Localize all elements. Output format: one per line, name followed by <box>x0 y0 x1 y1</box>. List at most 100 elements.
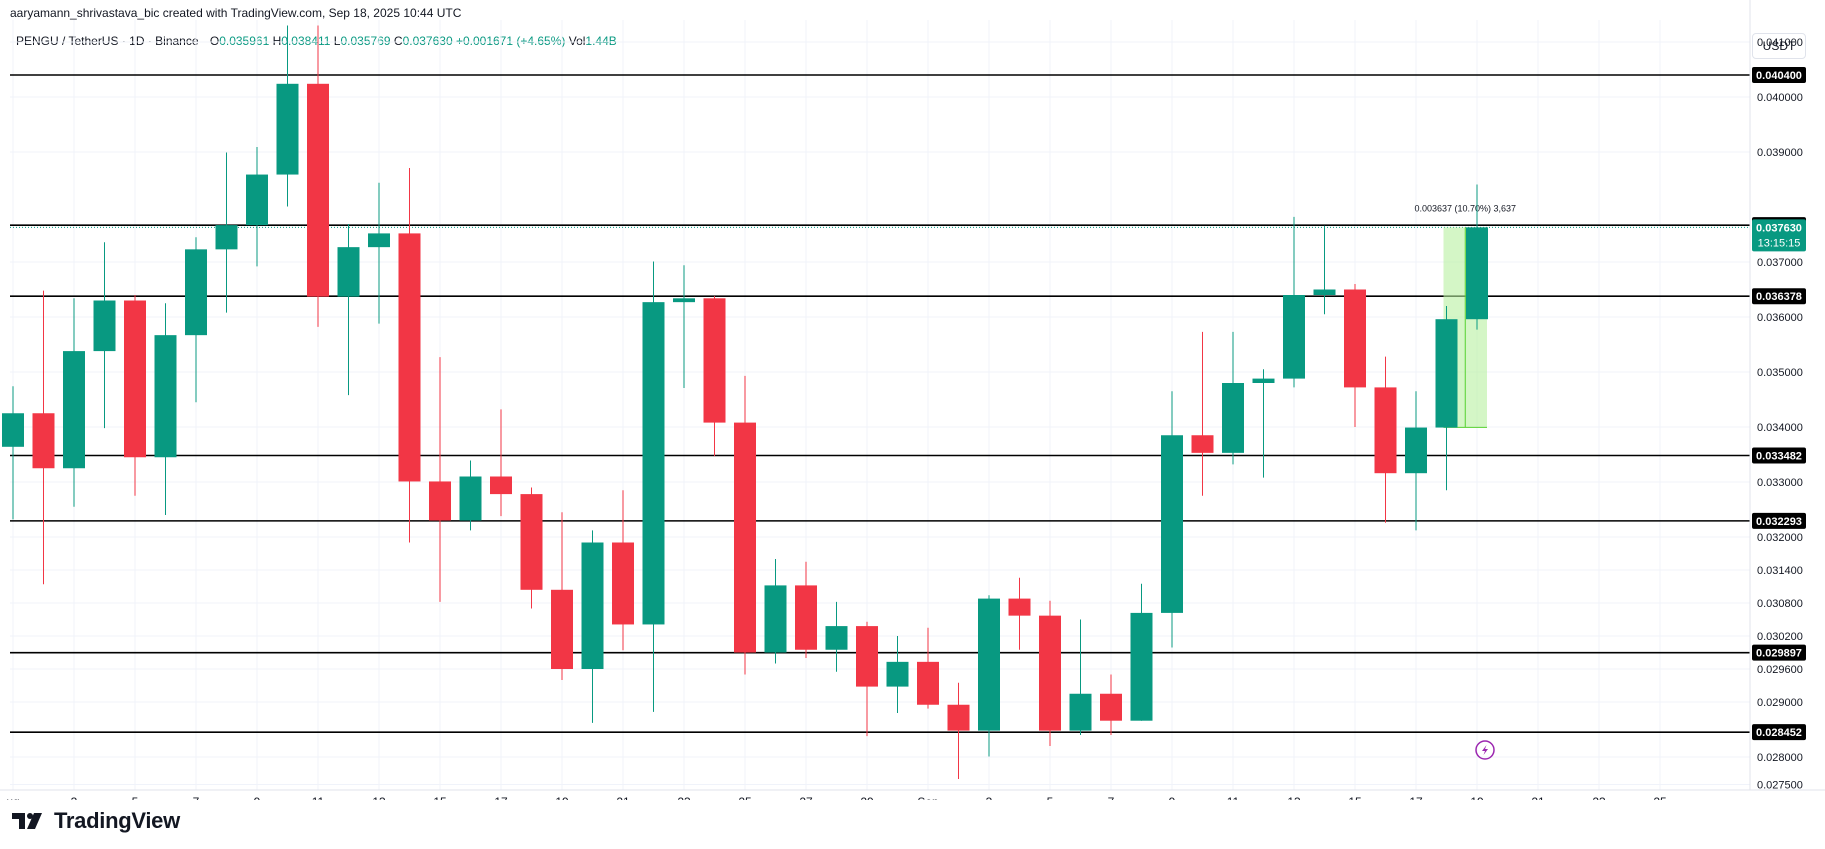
candle[interactable] <box>93 242 116 429</box>
candle-body <box>642 302 665 625</box>
y-tick-label: 0.032000 <box>1757 532 1803 544</box>
candle[interactable] <box>1039 600 1061 746</box>
x-tick-label: 19 <box>1470 795 1484 800</box>
candle[interactable] <box>642 261 665 712</box>
candle-body <box>1008 598 1031 616</box>
candle[interactable] <box>124 295 146 496</box>
brand-name: TradingView <box>54 808 180 833</box>
candle[interactable] <box>703 296 726 457</box>
x-tick-label: 9 <box>1169 795 1176 800</box>
candle[interactable] <box>32 290 55 585</box>
candle[interactable] <box>429 357 451 602</box>
symbol-name[interactable]: PENGU / TetherUS · 1D · Binance <box>16 34 199 48</box>
x-tick-label: Sep <box>917 795 939 800</box>
level-price-badge <box>1752 512 1806 529</box>
candle[interactable] <box>520 487 543 609</box>
candle-body <box>398 233 421 482</box>
candle[interactable] <box>764 559 787 664</box>
candle-body <box>124 300 146 458</box>
horizontal-levels <box>10 74 1750 733</box>
candle-body <box>32 413 55 469</box>
candle[interactable] <box>1313 225 1336 315</box>
candle-body <box>1191 435 1214 453</box>
candle-series <box>2 25 1488 779</box>
brand-logo[interactable]: TradingView <box>12 808 180 834</box>
candle[interactable] <box>1191 331 1214 496</box>
candle-body <box>764 585 787 653</box>
candle-body <box>276 83 299 175</box>
candle[interactable] <box>1222 331 1244 465</box>
y-tick-label: 0.030800 <box>1757 598 1803 610</box>
close-label: C <box>393 34 403 48</box>
candle[interactable] <box>459 460 482 531</box>
candle[interactable] <box>581 530 604 723</box>
change-value: +0.001671 (+4.65%) <box>455 34 566 48</box>
candle[interactable] <box>1069 619 1092 736</box>
x-tick-label: 19 <box>555 795 569 800</box>
candle-body <box>856 626 878 687</box>
candle[interactable] <box>307 25 329 327</box>
candle[interactable] <box>490 409 512 517</box>
candle[interactable] <box>2 386 24 520</box>
candle[interactable] <box>947 682 970 779</box>
low-value: 0.035769 <box>340 34 391 48</box>
candle-body <box>551 589 573 669</box>
candle[interactable] <box>1130 583 1153 721</box>
candle[interactable] <box>1374 356 1397 523</box>
candle[interactable] <box>215 152 238 313</box>
x-tick-label: 7 <box>193 795 200 800</box>
candle[interactable] <box>1283 216 1305 388</box>
candle[interactable] <box>246 147 268 267</box>
y-tick-label: 0.037000 <box>1757 257 1803 269</box>
candle[interactable] <box>1435 306 1458 491</box>
candle[interactable] <box>673 265 695 388</box>
candle-body <box>703 298 726 423</box>
candle[interactable] <box>795 561 817 658</box>
candle-body <box>1344 289 1366 388</box>
candle[interactable] <box>1405 391 1427 531</box>
candle[interactable] <box>734 375 756 675</box>
candle-body <box>581 542 604 669</box>
candle[interactable] <box>1344 284 1366 427</box>
candle-body <box>1313 289 1336 295</box>
candle[interactable] <box>1252 369 1275 478</box>
candle-body <box>1100 693 1122 721</box>
level-price-badge <box>1752 288 1806 305</box>
candle[interactable] <box>1466 184 1488 330</box>
currency-button[interactable]: USDT <box>1752 33 1806 59</box>
candle[interactable] <box>825 601 848 672</box>
candle[interactable] <box>1008 577 1031 650</box>
candle[interactable] <box>276 25 299 207</box>
last-price-badge <box>1752 219 1806 252</box>
candle[interactable] <box>856 621 878 737</box>
countdown-text: 13:15:15 <box>1758 237 1801 249</box>
candle-body <box>1252 378 1275 383</box>
candle[interactable] <box>612 490 634 651</box>
candle[interactable] <box>63 298 85 507</box>
candle[interactable] <box>398 167 421 543</box>
y-tick-label: 0.031400 <box>1757 565 1803 577</box>
candle[interactable] <box>886 636 909 713</box>
candle[interactable] <box>551 512 573 680</box>
last-price-text: 0.037630 <box>1756 222 1802 234</box>
price-chart[interactable]: 0.003637 (10.70%) 3,637 0.041000 0.040000… <box>0 0 1825 800</box>
level-price-text: 0.040400 <box>1756 70 1802 82</box>
candle[interactable] <box>1161 391 1183 648</box>
candle[interactable] <box>337 224 360 396</box>
candle[interactable] <box>978 595 1000 757</box>
candle-body <box>673 298 695 303</box>
candle[interactable] <box>368 182 390 324</box>
candle[interactable] <box>185 237 207 403</box>
lightning-icon[interactable] <box>1475 740 1495 760</box>
candle-body <box>612 542 634 625</box>
y-tick-label: 0.039000 <box>1757 147 1803 159</box>
candle[interactable] <box>154 303 177 515</box>
candle-body <box>825 626 848 650</box>
candle-body <box>795 585 817 650</box>
volume-value: 1.44B <box>585 34 617 48</box>
x-tick-label: 3 <box>986 795 993 800</box>
candle[interactable] <box>1100 674 1122 736</box>
candle-body <box>429 481 451 521</box>
candle[interactable] <box>917 627 939 709</box>
x-tick-label: 17 <box>494 795 508 800</box>
